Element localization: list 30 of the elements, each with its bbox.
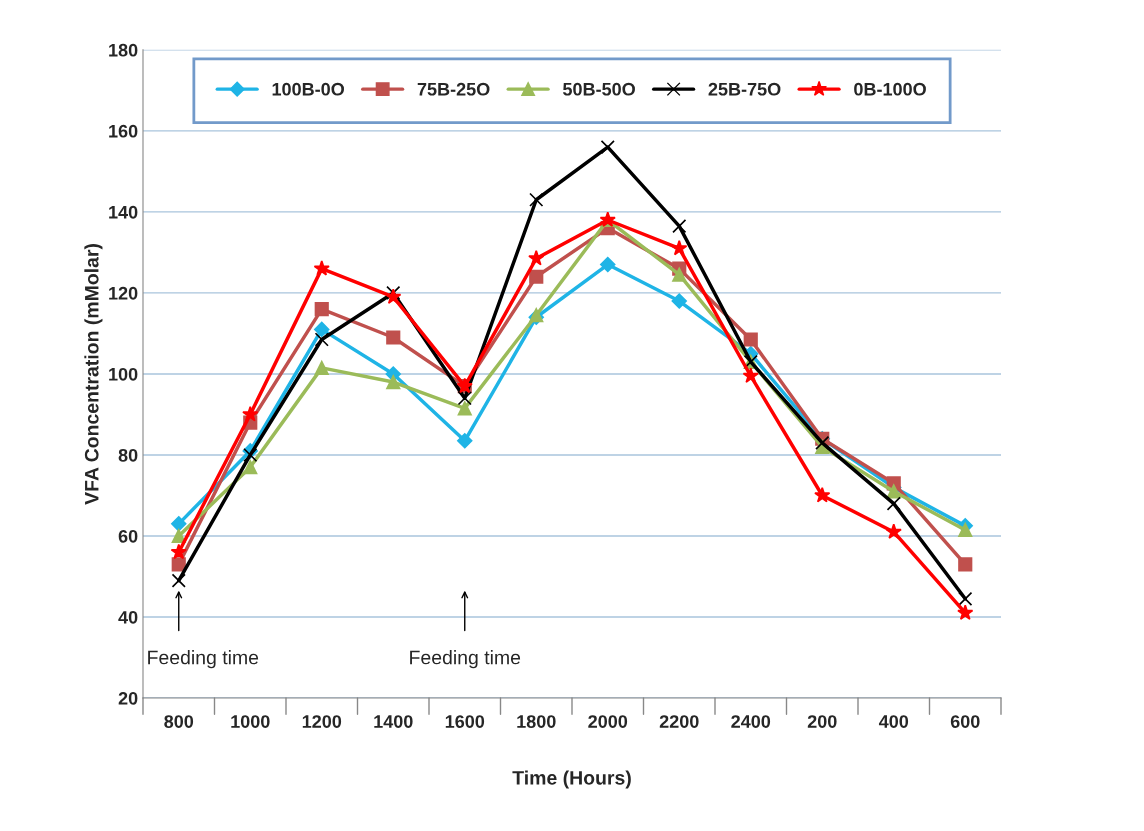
x-tick-label: 400 <box>878 715 909 728</box>
y-tick-label: 120 <box>109 286 138 300</box>
x-tick-label: 2200 <box>659 715 699 728</box>
y-tick-label: 100 <box>109 367 138 381</box>
y-tick-label: 180 <box>109 43 138 57</box>
legend-label: 100B-0O <box>272 82 344 96</box>
x-axis-title: Time (Hours) <box>512 770 631 789</box>
y-tick-label: 160 <box>109 124 138 138</box>
x-tick-label: 1600 <box>445 715 485 728</box>
x-tick-label: 2400 <box>731 715 771 728</box>
legend-label: 0B-100O <box>854 82 926 96</box>
y-tick-label: 60 <box>118 529 138 543</box>
x-tick-label: 200 <box>807 715 837 728</box>
x-tick-label: 600 <box>950 715 980 728</box>
y-tick-label: 80 <box>118 448 138 462</box>
y-tick-label: 140 <box>109 205 138 219</box>
y-tick-label: 40 <box>118 610 138 624</box>
x-tick-label: 2000 <box>588 715 628 728</box>
x-tick-label: 1000 <box>231 715 270 728</box>
legend-label: 50B-50O <box>563 82 635 96</box>
y-axis-title: VFA Concentration (mMolar) <box>84 244 103 505</box>
x-tick-label: 1800 <box>517 715 556 728</box>
legend-label: 75B-25O <box>417 82 490 96</box>
x-tick-label: 800 <box>164 715 194 728</box>
annotation: Feeding time <box>148 650 259 669</box>
annotation: Feeding time <box>410 650 521 669</box>
x-tick-label: 1400 <box>374 715 413 728</box>
y-tick-label: 20 <box>118 691 138 705</box>
x-tick-label: 1200 <box>302 715 342 728</box>
legend-label: 25B-75O <box>708 82 781 96</box>
